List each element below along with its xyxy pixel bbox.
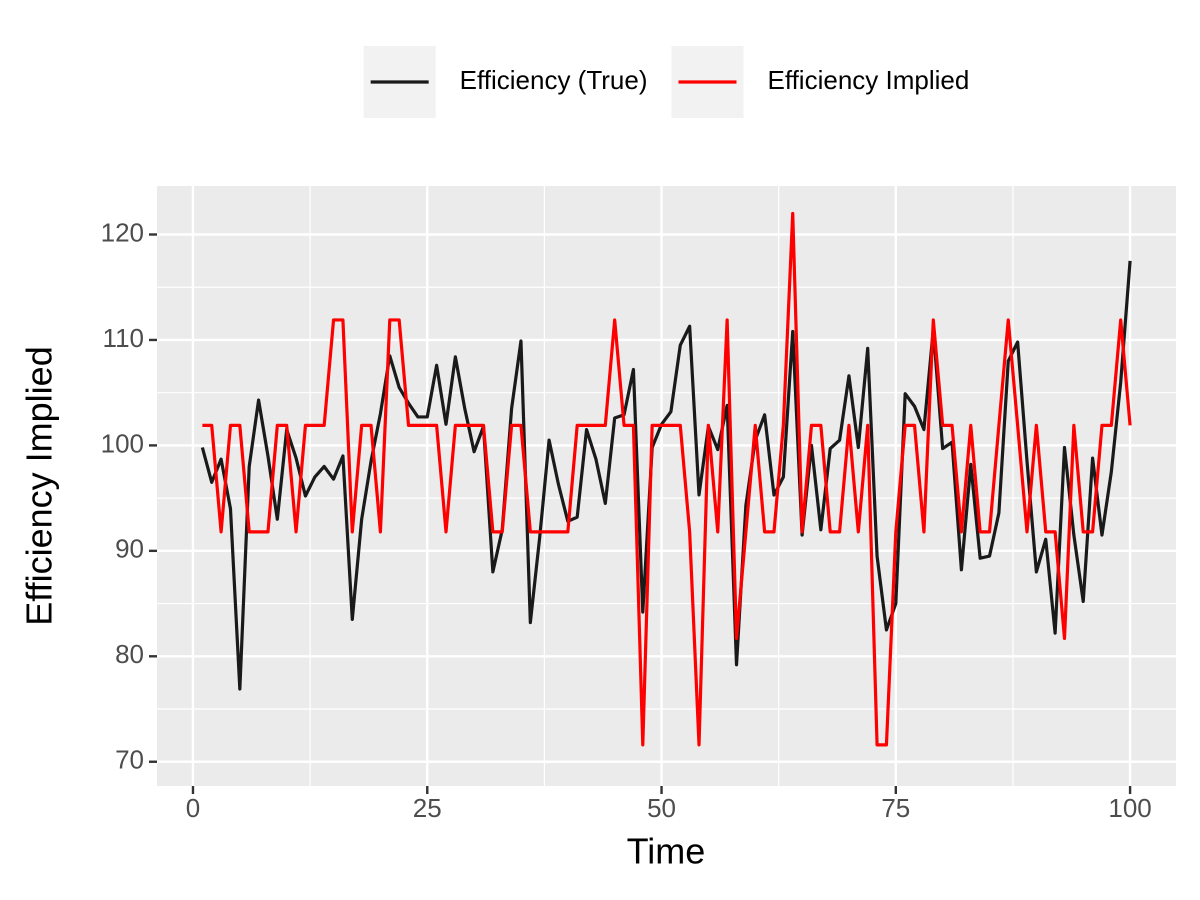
legend-label: Efficiency (True)	[460, 65, 648, 95]
y-tick-label: 100	[101, 428, 144, 458]
grid	[157, 186, 1176, 786]
lines	[200, 211, 1132, 747]
legend-label: Efficiency Implied	[767, 65, 969, 95]
x-tick-label: 75	[881, 793, 910, 823]
x-axis-title: Time	[627, 831, 706, 872]
panel	[157, 186, 1176, 786]
x-tick-label: 100	[1108, 793, 1151, 823]
y-tick-label: 120	[101, 217, 144, 247]
x-tick-label: 25	[413, 793, 442, 823]
legend-item: Efficiency (True)	[363, 46, 648, 118]
y-tick-label: 110	[103, 323, 144, 353]
axes: 70 80 90 100 110 120 0 25 50 75 100	[101, 217, 1152, 822]
y-tick-label: 70	[115, 745, 144, 775]
series-line	[202, 211, 1132, 747]
x-tick-label: 0	[186, 793, 200, 823]
series-line	[200, 260, 1132, 691]
y-tick-label: 90	[115, 534, 144, 564]
legend-item: Efficiency Implied	[671, 46, 969, 118]
y-tick-label: 80	[115, 639, 144, 669]
x-tick-label: 50	[647, 793, 676, 823]
y-axis-title: Efficiency Implied	[19, 346, 60, 625]
legend: Efficiency (True) Efficiency Implied	[363, 46, 969, 118]
